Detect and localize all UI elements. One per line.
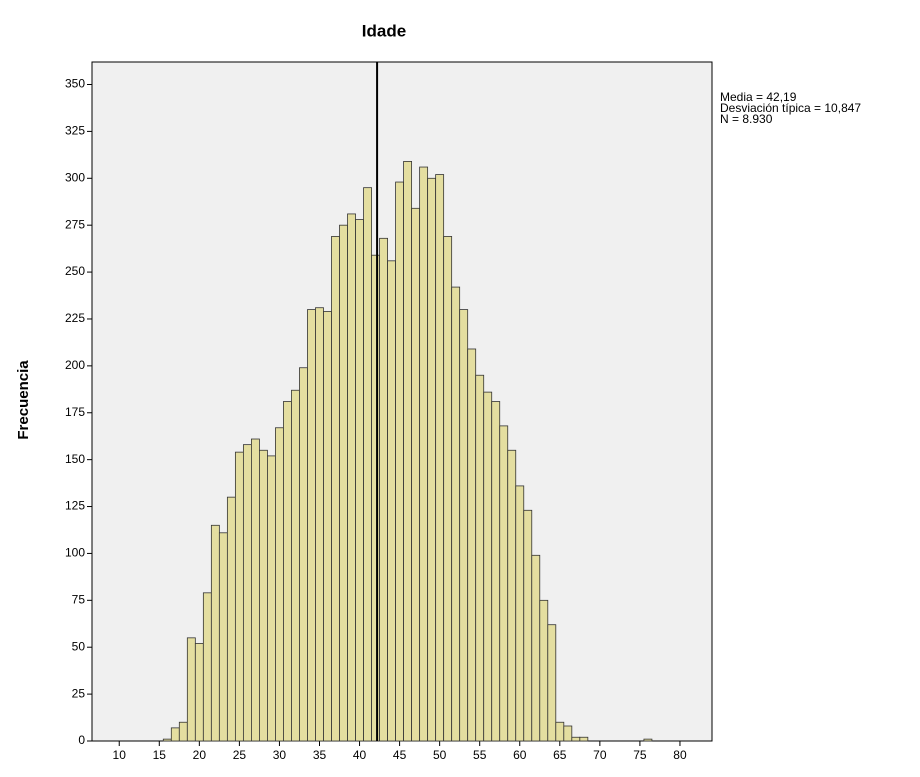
y-tick-label: 200: [65, 358, 85, 372]
bar: [531, 554, 541, 742]
x-tick-label: 25: [233, 748, 247, 762]
x-tick-label: 30: [273, 748, 287, 762]
bar: [259, 449, 268, 742]
x-tick-label: 45: [393, 748, 407, 762]
bar: [202, 592, 212, 742]
y-tick-label: 350: [65, 77, 85, 91]
x-tick-label: 10: [113, 748, 127, 762]
bar: [403, 161, 413, 742]
annotation: Media = 42,19: [720, 90, 797, 104]
bar: [411, 207, 421, 742]
bar: [571, 736, 581, 742]
bar: [323, 311, 332, 742]
bar: [162, 738, 172, 742]
y-axis-label: Frecuencia: [15, 360, 32, 440]
y-tick-label: 125: [65, 499, 85, 513]
x-tick-label: 50: [433, 748, 447, 762]
bar: [491, 401, 501, 742]
x-tick-label: 70: [593, 748, 607, 762]
bar: [299, 367, 308, 742]
y-tick-label: 100: [65, 546, 85, 560]
y-tick-label: 325: [65, 124, 85, 138]
bar: [547, 624, 557, 742]
y-tick-label: 75: [72, 592, 86, 606]
bar: [307, 309, 316, 742]
bar: [283, 401, 292, 742]
bar: [379, 237, 388, 742]
bar: [483, 391, 493, 742]
y-tick-label: 250: [65, 264, 85, 278]
bar: [178, 721, 188, 742]
y-tick-label: 25: [72, 686, 86, 700]
bar: [499, 425, 509, 742]
bar: [523, 509, 533, 742]
bar: [539, 599, 549, 742]
y-tick-label: 175: [65, 405, 85, 419]
bar: [210, 524, 220, 742]
x-tick-label: 55: [473, 748, 487, 762]
bar: [363, 187, 372, 742]
bar: [267, 455, 276, 742]
bar: [475, 374, 485, 742]
annotation: N = 8.930: [720, 112, 773, 126]
bar: [579, 736, 589, 742]
bar: [226, 496, 236, 742]
bar: [395, 181, 405, 742]
y-tick-label: 300: [65, 170, 85, 184]
bar: [315, 307, 324, 742]
bar: [555, 721, 565, 742]
bar: [339, 224, 348, 742]
bar: [242, 444, 252, 742]
bar: [387, 260, 396, 742]
bar: [643, 738, 653, 742]
bar: [515, 485, 525, 742]
y-tick-label: 275: [65, 217, 85, 231]
x-tick-label: 75: [633, 748, 647, 762]
bar: [218, 532, 228, 742]
bar: [194, 643, 204, 742]
annotation: Desviación típica = 10,847: [720, 101, 861, 115]
bar: [234, 451, 244, 742]
bar: [291, 389, 300, 742]
bar: [427, 177, 437, 742]
bar: [355, 219, 364, 742]
bar: [507, 449, 517, 742]
bar: [443, 236, 453, 742]
bar: [331, 236, 340, 742]
y-tick-label: 0: [78, 733, 85, 747]
bar: [347, 213, 356, 742]
x-tick-label: 15: [153, 748, 167, 762]
bar: [563, 725, 573, 742]
bar: [459, 309, 469, 742]
x-tick-label: 40: [353, 748, 367, 762]
chart-title: Idade: [362, 21, 406, 40]
x-tick-label: 60: [513, 748, 527, 762]
bar: [186, 637, 196, 742]
bar: [170, 727, 180, 742]
bar: [435, 174, 445, 742]
x-tick-label: 20: [193, 748, 207, 762]
bar: [419, 166, 429, 742]
x-tick-label: 80: [673, 748, 687, 762]
y-tick-label: 225: [65, 311, 85, 325]
y-tick-label: 150: [65, 452, 85, 466]
x-tick-label: 35: [313, 748, 327, 762]
x-tick-label: 65: [553, 748, 567, 762]
bar: [467, 348, 477, 742]
bar: [371, 254, 380, 742]
bar: [451, 286, 461, 742]
bar: [251, 438, 260, 742]
y-tick-label: 50: [72, 639, 86, 653]
bar: [275, 427, 284, 742]
